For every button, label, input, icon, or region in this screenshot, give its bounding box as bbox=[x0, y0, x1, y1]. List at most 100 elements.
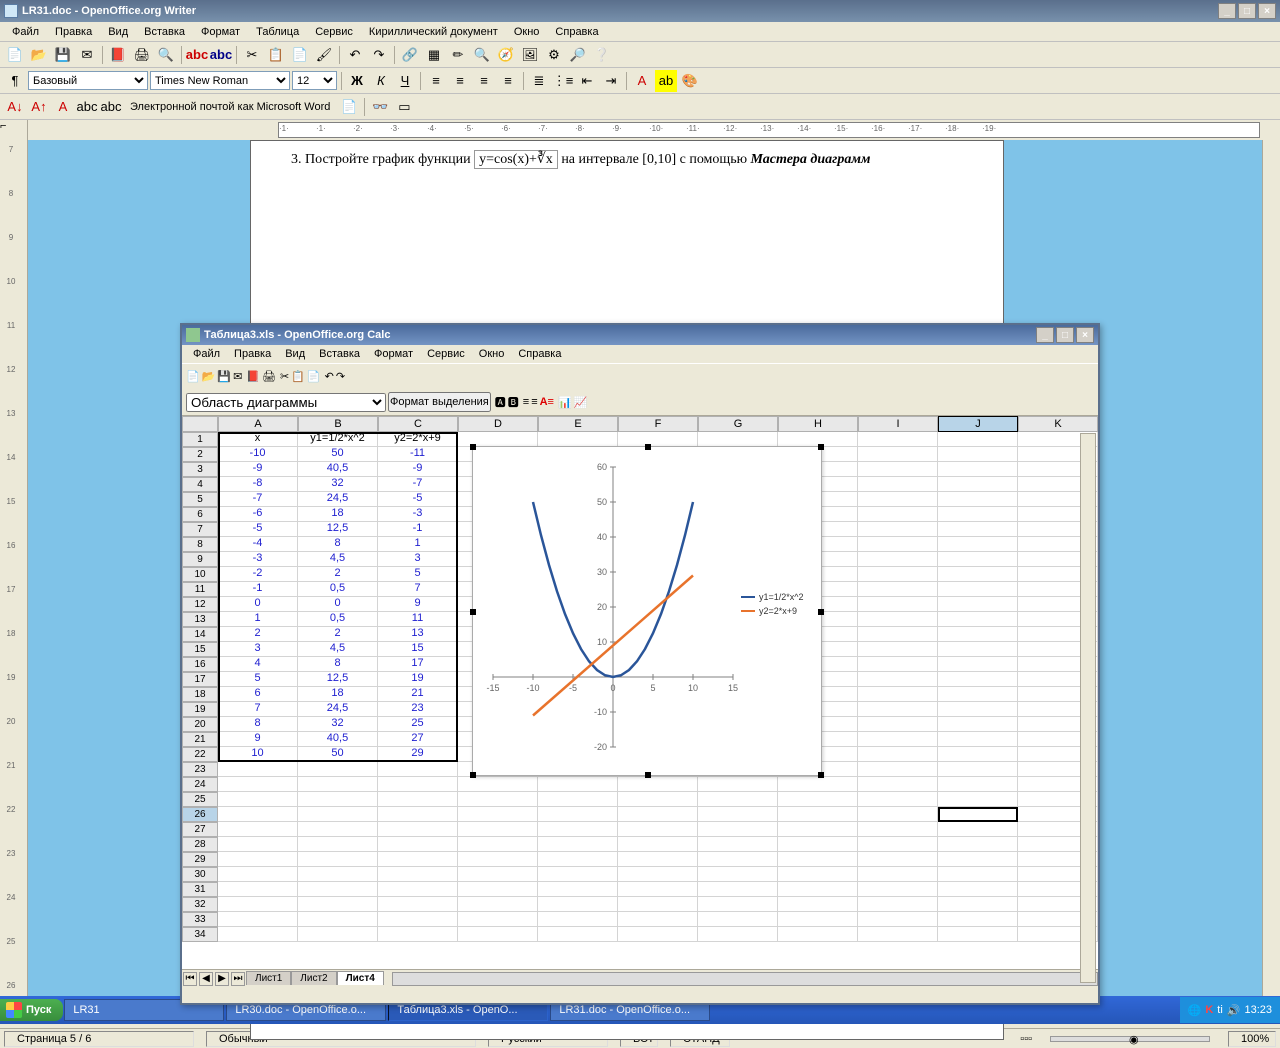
print-icon[interactable]: 🖨 bbox=[131, 44, 153, 66]
cell[interactable]: 4,5 bbox=[298, 552, 378, 567]
cell[interactable]: -1 bbox=[218, 582, 298, 597]
menu-сервис[interactable]: Сервис bbox=[307, 24, 361, 40]
numlist-icon[interactable]: ≣ bbox=[528, 70, 550, 92]
sheet-prev-icon[interactable]: ◀ bbox=[199, 972, 213, 986]
table-icon[interactable]: ▦ bbox=[423, 44, 445, 66]
indent-icon[interactable]: ⇥ bbox=[600, 70, 622, 92]
cell[interactable]: 2 bbox=[298, 567, 378, 582]
align-center-icon[interactable]: ≡ bbox=[449, 70, 471, 92]
cell[interactable]: 3 bbox=[378, 552, 458, 567]
cell[interactable]: 9 bbox=[378, 597, 458, 612]
legend-icon[interactable]: A≡ bbox=[540, 396, 554, 408]
spell3-icon[interactable]: abc bbox=[100, 96, 122, 118]
tray-icon[interactable]: K bbox=[1205, 1004, 1213, 1016]
cell[interactable]: 21 bbox=[378, 687, 458, 702]
cell[interactable]: 3 bbox=[218, 642, 298, 657]
source-icon[interactable]: ⚙ bbox=[543, 44, 565, 66]
cell[interactable]: 19 bbox=[378, 672, 458, 687]
menu-правка[interactable]: Правка bbox=[47, 24, 100, 40]
cell[interactable]: 10 bbox=[218, 747, 298, 762]
mail-icon[interactable]: ✉ bbox=[76, 44, 98, 66]
cell[interactable]: 12,5 bbox=[298, 672, 378, 687]
calc-open-icon[interactable]: 📂 bbox=[202, 370, 216, 383]
cell[interactable]: -9 bbox=[378, 462, 458, 477]
cell[interactable]: 15 bbox=[378, 642, 458, 657]
close-button[interactable]: × bbox=[1258, 3, 1276, 19]
align3-icon[interactable]: ≡ bbox=[531, 396, 537, 408]
cell[interactable]: 0,5 bbox=[298, 582, 378, 597]
calc-print-icon[interactable]: 🖨 bbox=[262, 370, 276, 383]
calc-save-icon[interactable]: 💾 bbox=[217, 370, 231, 383]
sheet-tab[interactable]: Лист2 bbox=[291, 971, 336, 985]
highlight-icon[interactable]: ab bbox=[655, 70, 677, 92]
cell[interactable]: -3 bbox=[378, 507, 458, 522]
size-combo[interactable]: 12 bbox=[292, 71, 337, 90]
cell[interactable]: 32 bbox=[298, 717, 378, 732]
calc-redo-icon[interactable]: ↷ bbox=[336, 370, 345, 383]
cell[interactable]: 4 bbox=[218, 657, 298, 672]
maximize-button[interactable]: □ bbox=[1238, 3, 1256, 19]
cell[interactable]: -8 bbox=[218, 477, 298, 492]
preview-icon[interactable]: 🔍 bbox=[155, 44, 177, 66]
cell[interactable]: -7 bbox=[218, 492, 298, 507]
cell[interactable]: 8 bbox=[298, 657, 378, 672]
clock[interactable]: 13:23 bbox=[1244, 1004, 1272, 1016]
menu-справка[interactable]: Справка bbox=[547, 24, 606, 40]
cell[interactable]: -2 bbox=[218, 567, 298, 582]
cell[interactable]: 9 bbox=[218, 732, 298, 747]
sheet-next-icon[interactable]: ▶ bbox=[215, 972, 229, 986]
binoc-icon[interactable]: 👓 bbox=[369, 96, 391, 118]
cell[interactable]: -5 bbox=[378, 492, 458, 507]
name-box[interactable]: Область диаграммы bbox=[186, 393, 386, 412]
calc-v-scrollbar[interactable] bbox=[1080, 433, 1096, 983]
sheet-first-icon[interactable]: ⏮ bbox=[183, 972, 197, 986]
calc-menu-окно[interactable]: Окно bbox=[472, 347, 512, 361]
brush-icon[interactable]: 🖌 bbox=[313, 44, 335, 66]
cell[interactable]: y1=1/2*x^2 bbox=[298, 432, 378, 447]
cell[interactable]: 25 bbox=[378, 717, 458, 732]
calc-menu-вставка[interactable]: Вставка bbox=[312, 347, 367, 361]
italic-icon[interactable]: К bbox=[370, 70, 392, 92]
cell[interactable]: 18 bbox=[298, 687, 378, 702]
cell[interactable]: 7 bbox=[378, 582, 458, 597]
cell[interactable]: 1 bbox=[378, 537, 458, 552]
open-icon[interactable]: 📂 bbox=[28, 44, 50, 66]
spell2-icon[interactable]: abc bbox=[76, 96, 98, 118]
style-combo[interactable]: Базовый bbox=[28, 71, 148, 90]
font-a2-icon[interactable]: A↑ bbox=[28, 96, 50, 118]
color-b-icon[interactable]: 🅱 bbox=[508, 394, 519, 410]
frame-icon[interactable]: ▭ bbox=[393, 96, 415, 118]
cell[interactable]: -7 bbox=[378, 477, 458, 492]
calc-mail-icon[interactable]: ✉ bbox=[233, 370, 242, 383]
cell[interactable]: 12,5 bbox=[298, 522, 378, 537]
col-header[interactable]: K bbox=[1018, 416, 1098, 432]
calc-menu-правка[interactable]: Правка bbox=[227, 347, 278, 361]
pdf-icon[interactable]: 📕 bbox=[107, 44, 129, 66]
color-a-icon[interactable]: 🅰 bbox=[495, 394, 506, 410]
calc-minimize-button[interactable]: _ bbox=[1036, 327, 1054, 343]
start-button[interactable]: Пуск bbox=[0, 999, 63, 1021]
gallery-icon[interactable]: 🖼 bbox=[519, 44, 541, 66]
outdent-icon[interactable]: ⇤ bbox=[576, 70, 598, 92]
cell[interactable]: 17 bbox=[378, 657, 458, 672]
menu-кириллический документ[interactable]: Кириллический документ bbox=[361, 24, 506, 40]
new-icon[interactable]: 📄 bbox=[4, 44, 26, 66]
col-header[interactable]: D bbox=[458, 416, 538, 432]
cell[interactable]: 29 bbox=[378, 747, 458, 762]
col-header[interactable]: J bbox=[938, 416, 1018, 432]
col-header[interactable]: C bbox=[378, 416, 458, 432]
cell[interactable]: 24,5 bbox=[298, 702, 378, 717]
bullist-icon[interactable]: ⋮≡ bbox=[552, 70, 574, 92]
align-justify-icon[interactable]: ≡ bbox=[497, 70, 519, 92]
tray-icon[interactable]: 🌐 bbox=[1188, 1004, 1202, 1017]
col-header[interactable]: G bbox=[698, 416, 778, 432]
cut-icon[interactable]: ✂ bbox=[241, 44, 263, 66]
calc-paste-icon[interactable]: 📄 bbox=[307, 370, 321, 383]
draw-icon[interactable]: ✏ bbox=[447, 44, 469, 66]
cell[interactable]: 40,5 bbox=[298, 462, 378, 477]
menu-вид[interactable]: Вид bbox=[100, 24, 136, 40]
styles-icon[interactable]: ¶ bbox=[4, 70, 26, 92]
font-a1-icon[interactable]: A↓ bbox=[4, 96, 26, 118]
cell[interactable]: -1 bbox=[378, 522, 458, 537]
cell[interactable]: -4 bbox=[218, 537, 298, 552]
